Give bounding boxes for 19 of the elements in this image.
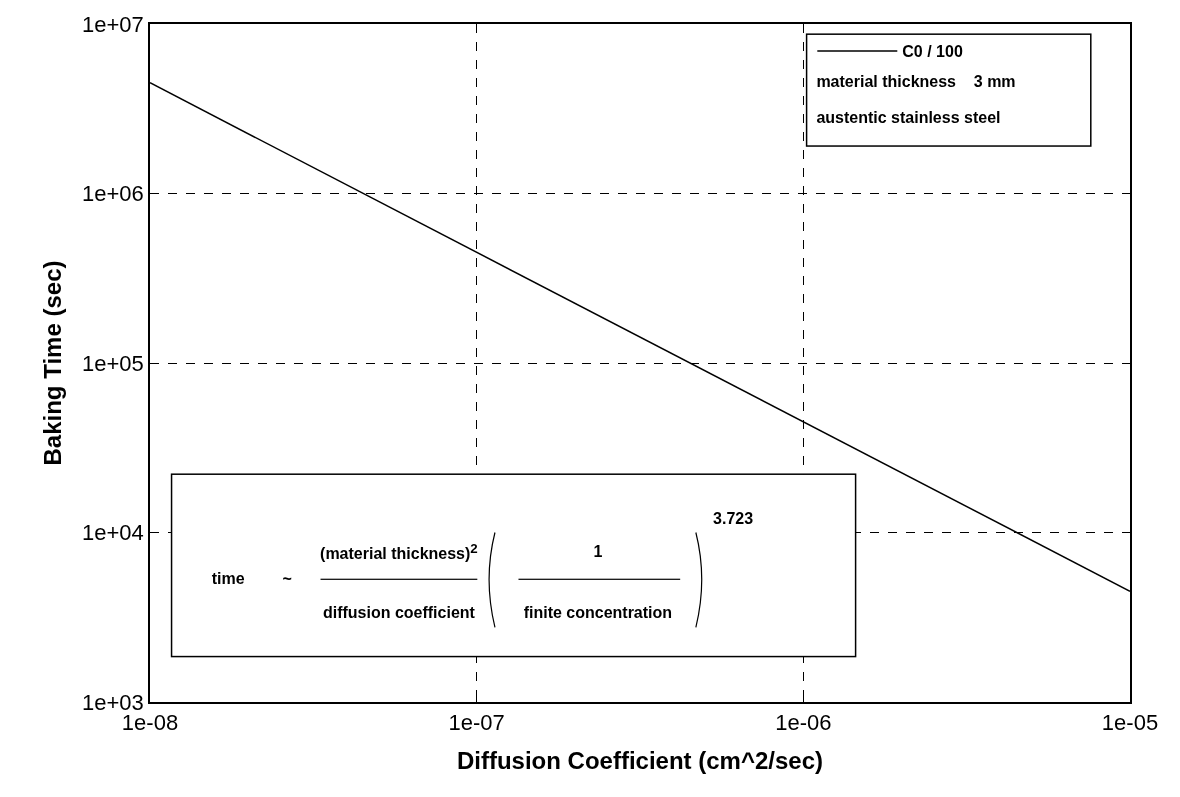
y-tick-label: 1e+07 — [82, 11, 144, 37]
annotation: finite concentration — [523, 603, 673, 622]
annotation: austentic stainless steel — [816, 108, 1001, 127]
x-tick-label: 1e-07 — [448, 710, 505, 736]
annotation: material thickness 3 mm — [816, 72, 1016, 91]
annotation: ~ — [282, 570, 292, 589]
y-tick-label: 1e+05 — [82, 350, 144, 376]
y-tick-label: 1e+06 — [82, 181, 144, 207]
x-axis-title: Diffusion Coefficient (cm^2/sec) — [456, 746, 824, 774]
annotation: 1 — [593, 543, 603, 562]
annotation: (material thickness)$^{2}$ — [320, 540, 478, 564]
legend-label: C0 / 100 — [902, 43, 963, 61]
y-tick-label: 1e+04 — [82, 520, 144, 546]
annotation: 3.723 — [713, 509, 754, 528]
annotation: diffusion coefficient — [322, 603, 475, 622]
x-tick-label: 1e-05 — [1101, 710, 1159, 736]
x-tick-label: 1e-06 — [775, 710, 832, 736]
annotation: time — [211, 570, 245, 589]
y-axis-title: Baking Time (sec) — [38, 260, 66, 466]
